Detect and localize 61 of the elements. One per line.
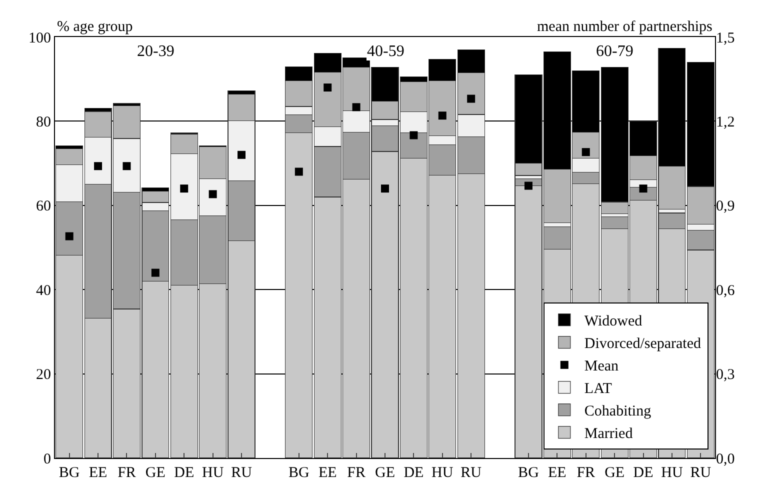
- x-tick-label: EE: [88, 465, 108, 481]
- y-tick-label: 80: [36, 114, 51, 130]
- annotation: 60-79: [596, 43, 634, 60]
- x-tick-label: DE: [174, 465, 194, 481]
- y-tick-label: 100: [28, 30, 51, 46]
- x-tick-label: GE: [145, 465, 166, 481]
- x-tick-label: EE: [318, 465, 337, 481]
- y2-tick-label: 1,2: [716, 114, 735, 130]
- legend-label: Married: [584, 426, 634, 442]
- legend-label: Mean: [584, 358, 620, 375]
- point: [524, 182, 532, 190]
- point: [410, 131, 418, 140]
- y-axis-title: % age group: [57, 19, 133, 35]
- point: [582, 148, 590, 156]
- y2-tick-label: 0,6: [716, 282, 736, 299]
- x-tick-label: HU: [661, 465, 683, 481]
- x-tick-label: BG: [288, 465, 310, 481]
- x-tick-label: HU: [432, 465, 454, 481]
- legend-label: LAT: [584, 381, 612, 398]
- point: [180, 184, 188, 193]
- point: [122, 162, 131, 170]
- annotation: 20-39: [137, 43, 174, 60]
- legend-label: Widowed: [584, 314, 643, 330]
- annotation: 40-59: [367, 43, 404, 60]
- x-tick-label: EE: [548, 465, 566, 481]
- y-tick-label: 0: [44, 451, 51, 468]
- y2-axis-title: mean number of partnerships: [537, 19, 713, 35]
- y-tick-label: 20: [36, 367, 51, 384]
- point: [294, 168, 303, 176]
- y2-tick-label: 0,9: [716, 198, 735, 215]
- point: [94, 162, 102, 170]
- point: [65, 232, 74, 240]
- point: [438, 112, 446, 120]
- x-tick-label: FR: [118, 465, 136, 481]
- point: [467, 94, 476, 103]
- point: [151, 268, 160, 277]
- x-tick-label: GE: [375, 465, 395, 481]
- y2-tick-label: 0,3: [716, 367, 735, 384]
- legend-label: Divorced/separated: [584, 336, 702, 352]
- point: [381, 184, 389, 193]
- y2-tick-label: 1,5: [716, 30, 735, 46]
- x-tick-label: RU: [690, 465, 712, 481]
- point: [352, 103, 360, 112]
- x-tick-label: DE: [404, 465, 424, 481]
- x-tick-label: HU: [202, 465, 224, 481]
- x-tick-label: FR: [347, 465, 366, 481]
- x-tick-label: BG: [518, 465, 540, 481]
- x-tick-label: DE: [633, 465, 654, 481]
- x-tick-label: BG: [58, 465, 80, 481]
- point: [208, 190, 217, 198]
- y-tick-label: 40: [36, 282, 51, 299]
- x-tick-label: GE: [604, 465, 625, 481]
- x-tick-label: FR: [576, 465, 596, 481]
- y2-tick-label: 0,0: [716, 451, 735, 468]
- point: [324, 84, 332, 92]
- legend-label: Cohabiting: [584, 404, 652, 420]
- point: [238, 150, 246, 159]
- x-tick-label: RU: [460, 465, 482, 481]
- y-tick-label: 60: [36, 198, 51, 215]
- x-tick-label: RU: [231, 465, 252, 481]
- point: [639, 184, 648, 193]
